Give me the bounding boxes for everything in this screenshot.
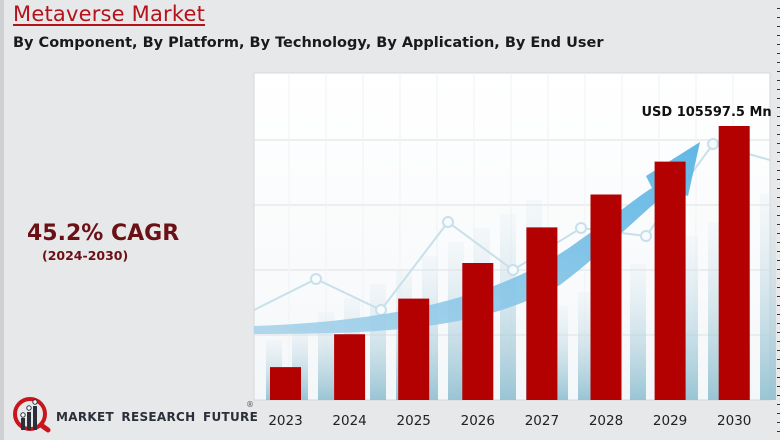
x-tick-2027: 2027 [525,413,559,429]
ghost-bar [318,312,334,400]
trend-point [442,216,454,228]
ghost-bar [630,264,646,400]
frame-border-right [777,0,780,440]
bar-2026 [462,263,494,400]
bar-2023 [270,367,301,400]
page-title: Metaverse Market [13,2,206,26]
x-axis-ticks: 2023 2024 2025 2026 2027 2028 2029 2030 [268,413,751,429]
page-subtitle: By Component, By Platform, By Technology… [13,35,604,51]
trend-point [575,222,587,234]
ghost-bar [760,194,776,400]
x-tick-2029: 2029 [653,413,687,429]
cagr-period: (2024-2030) [42,248,129,263]
trend-point [375,304,387,316]
trend-point [507,264,519,276]
bar-2024 [334,334,366,400]
logo-registered-mark: ® [246,400,254,409]
trend-point [310,273,322,285]
cagr-value: 45.2% CAGR [27,221,180,246]
x-tick-2026: 2026 [461,413,495,429]
bar-2029 [654,161,686,400]
x-tick-2028: 2028 [589,413,623,429]
trend-point [640,230,652,242]
x-tick-2030: 2030 [717,413,751,429]
bar-2027 [526,227,558,400]
logo-text: MARKET RESEARCH FUTURE [56,410,259,424]
x-tick-2024: 2024 [332,413,366,429]
bar-2028 [590,194,622,400]
bars-group [270,126,750,400]
ghost-bar [578,292,594,400]
trend-point [707,138,719,150]
ghost-bar [370,284,386,400]
value-annotation: USD 105597.5 Mn [641,105,771,120]
x-tick-2023: 2023 [268,413,302,429]
x-tick-2025: 2025 [397,413,431,429]
logo-icon [13,397,51,433]
ghost-bar [682,236,698,400]
frame-border-left [0,0,4,440]
annotations: USD 105597.5 Mn [641,105,771,120]
bar-2030 [718,126,750,400]
bar-2025 [398,298,430,400]
